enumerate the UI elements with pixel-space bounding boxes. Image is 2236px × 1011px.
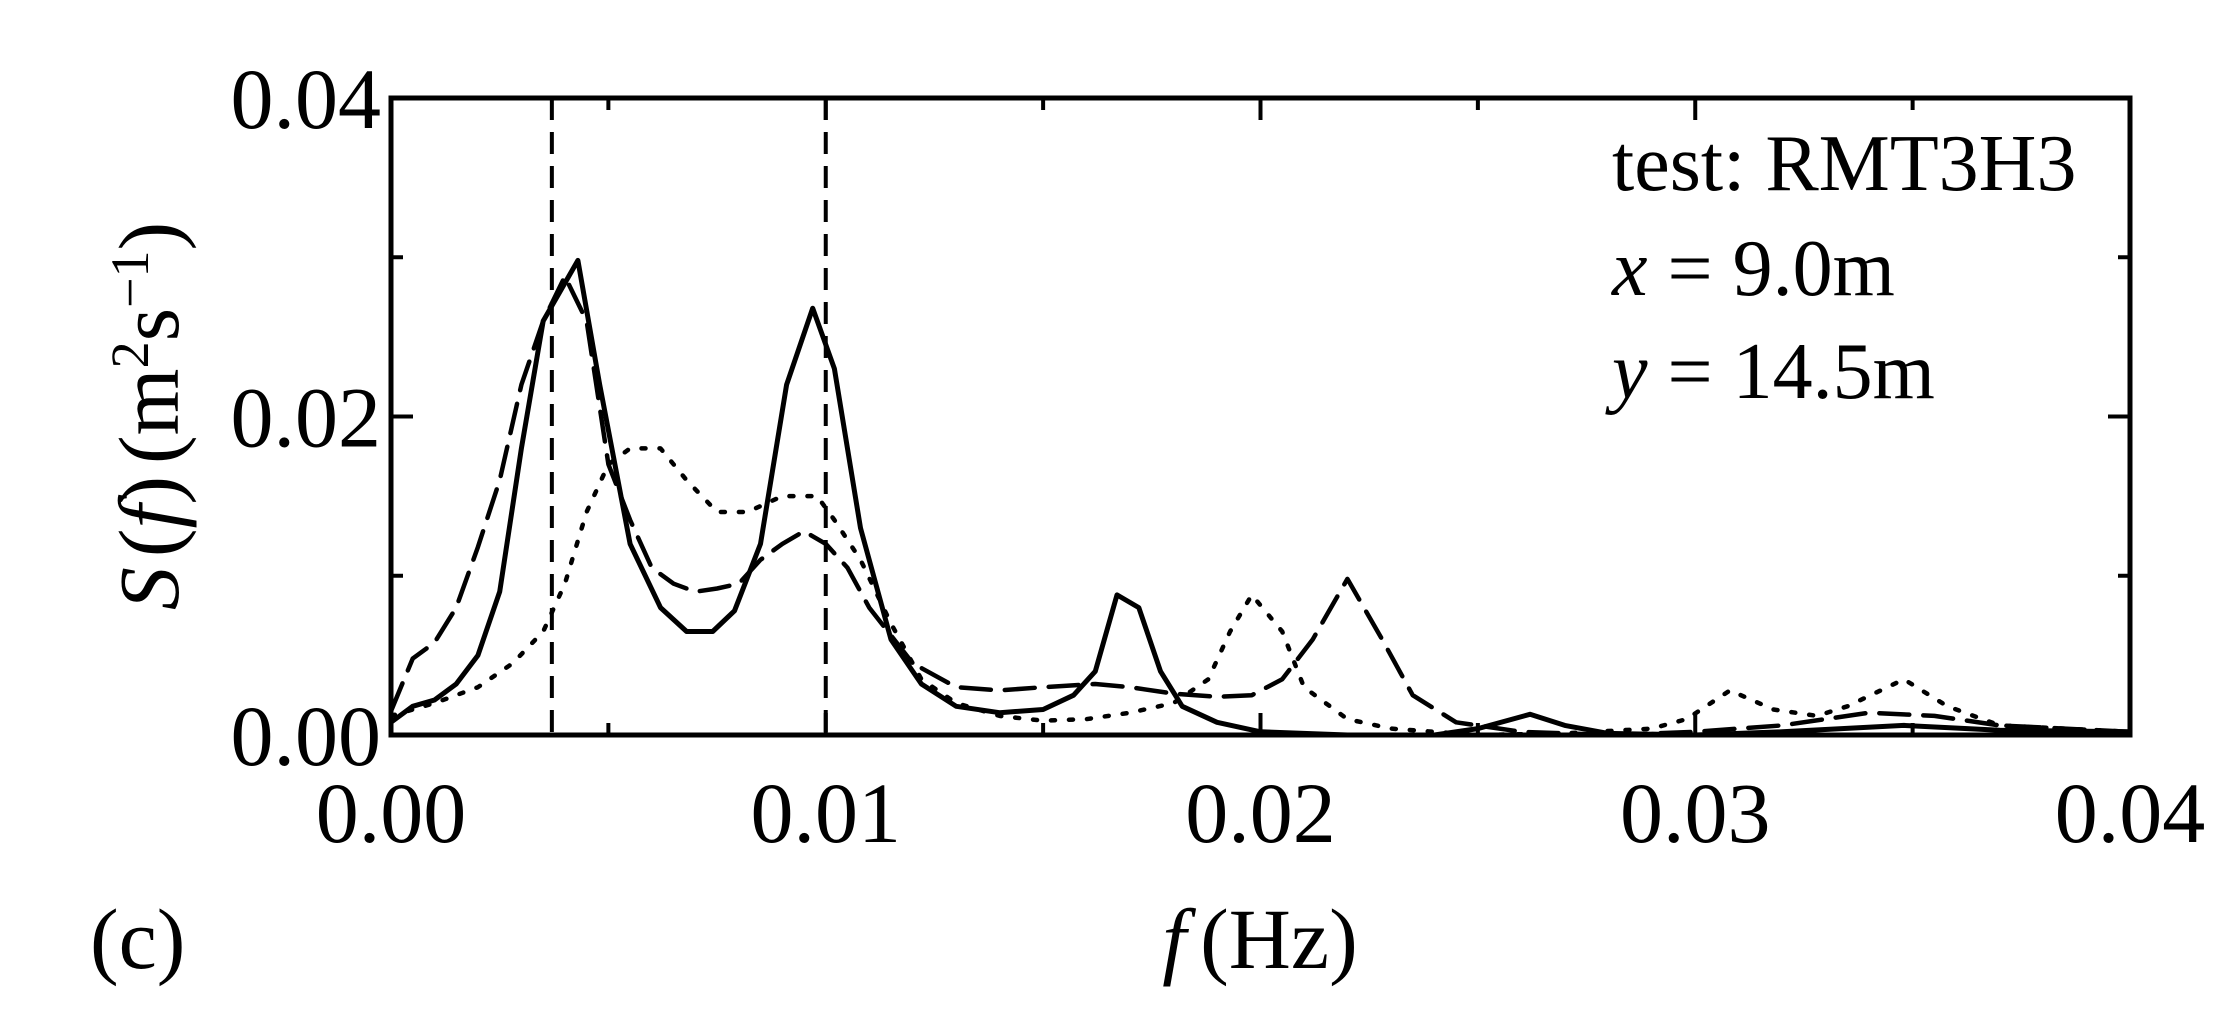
y-axis-title: S(f)(m2s−1) xyxy=(100,222,197,610)
plot-area xyxy=(388,95,2133,738)
data-series xyxy=(391,257,2130,735)
y-axis-paren-close: ) xyxy=(101,476,197,505)
series-line-dashed xyxy=(391,274,2130,735)
vertical-reference-lines xyxy=(549,98,828,735)
y-axis-unit-open: (m xyxy=(101,368,197,464)
x-axis-title: f (Hz) xyxy=(1162,891,1357,987)
y-axis-unit-exp: −1 xyxy=(100,250,160,307)
annotation-x-position: x = 9.0m xyxy=(1611,225,1895,313)
panel-label: (c) xyxy=(90,891,185,987)
y-axis-unit-s: s xyxy=(101,308,197,341)
tick-labels: 0.00 0.01 0.02 0.03 0.04 0.00 0.02 0.04 xyxy=(231,51,2206,861)
x-tick-label-3: 0.03 xyxy=(1620,765,1771,861)
x-axis-unit: (Hz) xyxy=(1200,891,1358,987)
annotation-y-value: = 14.5m xyxy=(1648,328,1935,416)
y-tick-label-1: 0.02 xyxy=(231,370,382,466)
series-line-solid xyxy=(391,257,2130,735)
x-tick-label-2: 0.02 xyxy=(1185,765,1336,861)
annotation-box: test: RMT3H3 x = 9.0m y = 14.5m xyxy=(1605,120,2076,416)
y-axis-unit-sq: 2 xyxy=(100,341,160,368)
y-axis-symbol: S xyxy=(101,567,197,610)
series-line-dotted xyxy=(391,446,2130,735)
annotation-test: test: RMT3H3 xyxy=(1612,120,2076,208)
annotation-y-var: y xyxy=(1605,328,1648,416)
x-tick-label-0: 0.00 xyxy=(316,765,467,861)
annotation-y-position: y = 14.5m xyxy=(1605,328,1935,416)
plot-frame xyxy=(388,95,2133,738)
x-tick-label-1: 0.01 xyxy=(751,765,902,861)
annotation-x-value: = 9.0m xyxy=(1648,225,1895,313)
y-tick-label-2: 0.04 xyxy=(231,51,382,147)
y-axis-paren-open: ( xyxy=(101,529,197,558)
y-tick-label-0: 0.00 xyxy=(231,688,382,784)
annotation-x-var: x xyxy=(1611,225,1648,313)
y-axis-unit-close: ) xyxy=(101,222,197,251)
x-tick-label-4: 0.04 xyxy=(2055,765,2206,861)
